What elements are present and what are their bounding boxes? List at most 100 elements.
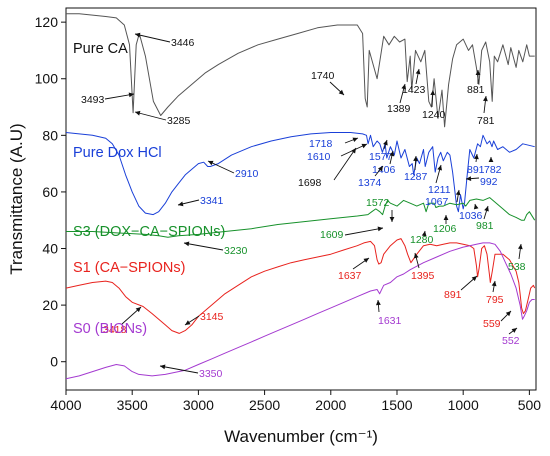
y-axis-title: Transmittance (A.U): [7, 123, 26, 274]
annotation-arrowhead: [474, 154, 479, 160]
peak-label: 3230: [224, 245, 248, 257]
x-axis-title: Wavenumber (cm⁻¹): [224, 427, 378, 446]
annotation-arrow: [344, 227, 384, 236]
x-tick-label: 500: [518, 397, 542, 413]
x-tick-label: 3000: [183, 397, 214, 413]
annotation-arrow: [134, 33, 171, 43]
peak-label: 1374: [358, 177, 382, 189]
series-label-s3: S3 (DOX−CA−SPIONs): [73, 224, 225, 240]
peak-label: 3341: [200, 195, 224, 207]
annotation-arrowhead: [383, 140, 388, 146]
annotation-arrowhead: [443, 215, 449, 220]
annotation-arrowhead: [160, 364, 166, 370]
annotation-arrowhead: [185, 320, 191, 325]
annotation-arrowhead: [511, 328, 517, 333]
peak-label: 3350: [199, 368, 223, 380]
annotation-arrowhead: [414, 253, 419, 259]
annotation-arrow: [183, 242, 224, 251]
peak-label: 1036: [459, 210, 483, 222]
x-tick-label: 4000: [50, 397, 81, 413]
annotation-arrowhead: [128, 92, 134, 98]
peak-label: 1637: [338, 270, 362, 282]
peak-label: 891: [467, 164, 485, 176]
peak-label: 1718: [309, 138, 333, 150]
annotation-arrowhead: [361, 143, 367, 149]
peak-label: 992: [480, 176, 498, 188]
annotation-arrowhead: [208, 160, 214, 166]
peak-label: 1395: [411, 270, 435, 282]
annotation-arrowhead: [389, 151, 395, 157]
peak-label: 981: [476, 220, 494, 232]
series-line-pure-ca: [66, 13, 535, 128]
peak-label: 3493: [81, 94, 105, 106]
annotation-arrowhead: [378, 166, 383, 172]
annotation-arrowhead: [483, 96, 488, 102]
annotation-arrowhead: [135, 32, 141, 38]
annotation-arrowhead: [437, 165, 442, 171]
x-tick-label: 2500: [249, 397, 280, 413]
annotation-arrowhead: [484, 206, 489, 212]
y-tick-label: 120: [35, 14, 59, 30]
series-label-s1: S1 (CA−SPIONs): [73, 260, 185, 276]
series-line-s1: [65, 238, 536, 334]
peak-label: 559: [483, 318, 501, 330]
series-label-pure-dox-hcl: Pure Dox HCl: [73, 145, 162, 161]
y-tick-label: 100: [35, 71, 59, 87]
annotation-arrowhead: [377, 226, 383, 232]
y-tick-label: 80: [42, 127, 58, 143]
series-line-s3: [66, 197, 536, 238]
annotation-arrowhead: [401, 84, 406, 90]
annotation-arrowhead: [466, 176, 472, 181]
y-tick-label: 40: [42, 241, 58, 257]
peak-label: 1631: [378, 315, 402, 327]
peak-label: 1610: [307, 151, 331, 163]
peak-label: 2910: [235, 168, 259, 180]
spectra-curves: [65, 13, 536, 380]
annotation-arrowhead: [135, 307, 141, 313]
peak-label: 1067: [425, 196, 449, 208]
peak-label: 3446: [171, 37, 195, 49]
annotation-arrowhead: [352, 137, 358, 142]
y-tick-label: 0: [50, 354, 58, 370]
annotation-arrowhead: [430, 90, 436, 96]
peak-label: 1572: [366, 197, 390, 209]
y-tick-label: 60: [42, 184, 58, 200]
peak-label: 781: [477, 115, 495, 127]
annotation-arrowhead: [475, 70, 481, 75]
y-tick-label: 20: [42, 297, 58, 313]
peak-label: 1698: [298, 177, 322, 189]
peak-label: 1740: [311, 70, 335, 82]
annotation-arrowhead: [473, 204, 479, 210]
peak-label: 1206: [433, 223, 457, 235]
series-label-s0: S0 (BIONs): [73, 321, 147, 337]
peak-label: 3145: [200, 311, 224, 323]
annotation-arrowhead: [455, 190, 461, 196]
annotation-arrowhead: [135, 110, 141, 116]
x-tick-label: 1000: [448, 397, 479, 413]
peak-label: 1287: [404, 171, 428, 183]
peak-label: 1609: [320, 229, 344, 241]
peak-label: 538: [508, 261, 526, 273]
annotation-arrowhead: [376, 300, 381, 306]
series-label-pure-ca: Pure CA: [73, 41, 128, 57]
annotation-arrowhead: [488, 157, 494, 162]
annotation-arrowhead: [178, 201, 184, 207]
peak-annotations: 3446 3493 3285 1740 1423 1389 1240 881 781 1698 17…: [81, 32, 526, 380]
peak-label: 1406: [372, 164, 396, 176]
series-line-s0: [65, 242, 535, 380]
x-tick-label: 3500: [117, 397, 148, 413]
peak-label: 881: [467, 84, 485, 96]
peak-label: 1389: [387, 103, 411, 115]
peak-label: 3418: [103, 324, 127, 336]
plot-frame: [65, 7, 537, 391]
peak-label: 1211: [428, 184, 451, 196]
annotation-arrowhead: [338, 89, 344, 95]
annotation-arrowhead: [415, 69, 421, 75]
annotation-arrowhead: [421, 231, 427, 237]
x-tick-label: 2000: [315, 397, 346, 413]
peak-label: 1240: [422, 109, 446, 121]
peak-label: 782: [484, 164, 502, 176]
annotation-arrow: [159, 365, 199, 374]
peak-label: 795: [486, 294, 504, 306]
